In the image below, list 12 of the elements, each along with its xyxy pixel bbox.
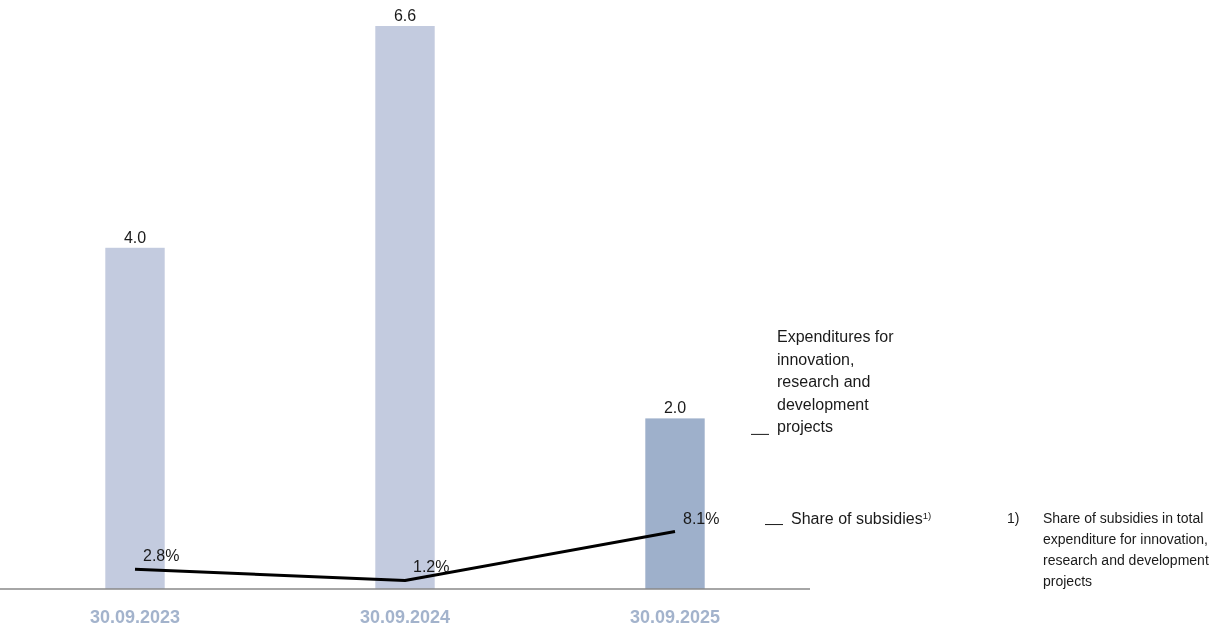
text: Expenditures for innovation, research and development projects: [777, 328, 895, 436]
data-label: 4.0: [123, 228, 147, 246]
data-label: 1.2%: [413, 558, 450, 576]
text: 1) Share of subsidies in total expenditure for innovation, research and development projects: [1007, 510, 1209, 589]
x-tick-label: 30.09.2025: [629, 607, 721, 627]
x-tick-label: 30.09.2024: [359, 607, 451, 627]
data-label: 2.8%: [143, 547, 180, 565]
data-label: 6.6: [393, 7, 417, 24]
data-label: 2.0: [663, 399, 687, 417]
text: Share of subsidies$^{1)}$: [791, 509, 932, 527]
data-label: 8.1%: [683, 509, 720, 527]
x-tick-label: 30.09.2023: [89, 607, 181, 627]
